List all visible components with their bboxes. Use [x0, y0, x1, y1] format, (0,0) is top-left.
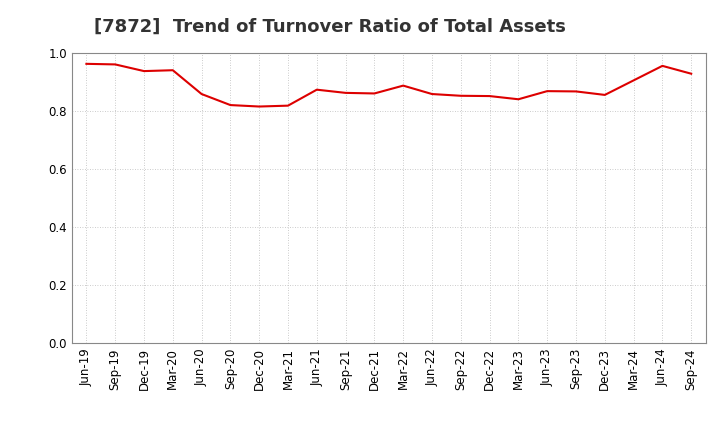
- Text: [7872]  Trend of Turnover Ratio of Total Assets: [7872] Trend of Turnover Ratio of Total …: [94, 18, 565, 36]
